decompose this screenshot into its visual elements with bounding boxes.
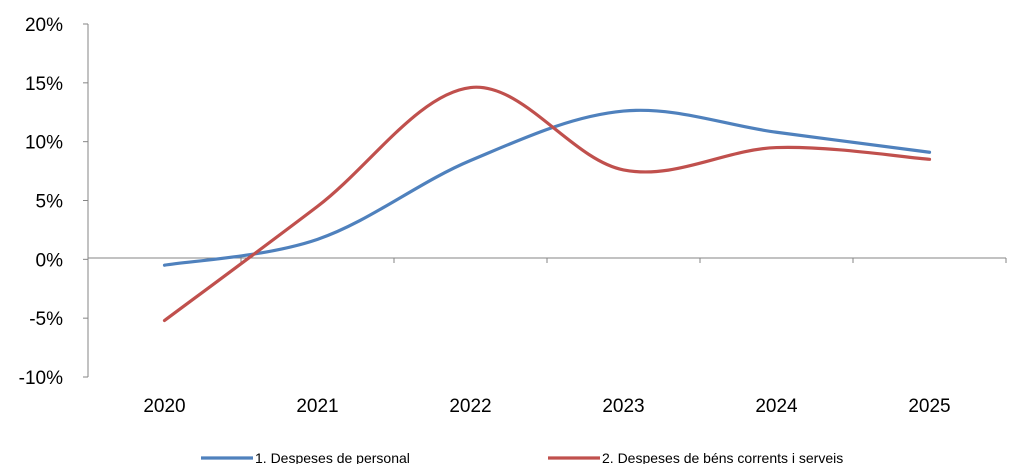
x-tick-label: 2023 xyxy=(602,396,644,417)
legend-label-1: 1. Despeses de personal xyxy=(255,450,410,464)
chart-axes xyxy=(87,24,1006,377)
y-tick-label: 0% xyxy=(36,250,64,271)
y-tick-label: 20% xyxy=(25,15,63,36)
y-tick-label: 15% xyxy=(25,74,63,95)
legend-label-2: 2. Despeses de béns corrents i serveis xyxy=(602,450,843,464)
y-tick-label: -10% xyxy=(19,368,63,389)
x-tick-label: 2025 xyxy=(908,396,950,417)
x-tick-label: 2024 xyxy=(755,396,798,417)
series-lines xyxy=(162,85,932,323)
x-tick-label: 2021 xyxy=(296,396,338,417)
series-line-1 xyxy=(162,108,932,267)
x-tick-label: 2020 xyxy=(143,396,185,417)
legend: 1. Despeses de personal 2. Despeses de bé… xyxy=(201,450,843,464)
y-tick-label: 5% xyxy=(36,192,64,213)
y-tick-label: -5% xyxy=(29,309,63,330)
y-tick-label: 10% xyxy=(25,133,63,154)
x-tick-label: 2022 xyxy=(449,396,491,417)
series-line-2 xyxy=(162,85,932,323)
x-axis-ticks: 2020 2021 2022 2023 2024 2025 xyxy=(87,258,1007,417)
y-axis-ticks: -10% -5% 0% 5% 10% 15% 20% xyxy=(19,15,88,389)
